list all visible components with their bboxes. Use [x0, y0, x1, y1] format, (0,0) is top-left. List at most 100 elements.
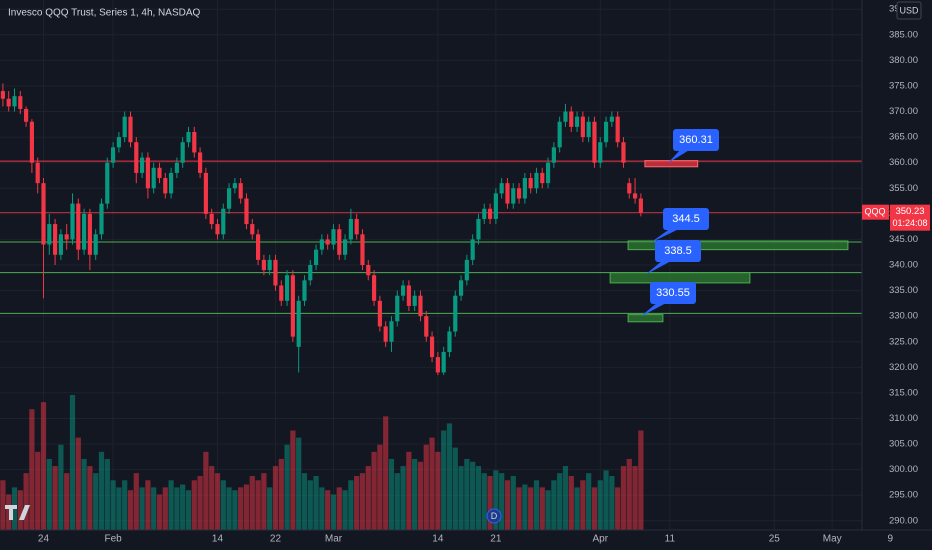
callout-label: 330.55 — [656, 287, 690, 299]
volume-bar — [504, 480, 511, 530]
volume-bar — [400, 466, 406, 530]
candle-body — [511, 188, 516, 204]
x-tick-label: 11 — [665, 534, 676, 545]
volume-bar — [574, 487, 580, 530]
candle-body — [116, 137, 121, 148]
candle-body — [406, 285, 411, 306]
volume-bar — [510, 476, 516, 530]
volume-bar — [278, 458, 284, 530]
x-tick-label: 25 — [769, 534, 781, 545]
candle-body — [505, 183, 510, 204]
candle-body — [64, 234, 69, 240]
candle-body — [557, 121, 562, 148]
volume-bar — [40, 402, 47, 530]
volume-bar — [151, 487, 157, 530]
candle-body — [586, 121, 591, 138]
candle-body — [93, 234, 98, 255]
volume-bar — [493, 470, 499, 530]
candle-body — [192, 131, 197, 153]
volume-bar — [481, 473, 487, 530]
candle-body — [53, 224, 58, 255]
last-price-label: 350.23 — [895, 206, 924, 217]
volume-bar — [452, 447, 458, 530]
volume-bar — [122, 480, 128, 530]
candle-body — [87, 213, 92, 255]
candle-body — [592, 121, 597, 163]
volume-bar — [301, 473, 308, 530]
volume-bar — [533, 480, 540, 530]
candle-body — [464, 259, 469, 281]
candle-body — [47, 224, 52, 245]
currency-box — [896, 1, 922, 20]
y-tick-label: 295.00 — [889, 490, 918, 501]
volume-bar — [75, 437, 81, 530]
volume-bar — [383, 416, 389, 530]
volume-bar — [69, 395, 76, 530]
x-tick-label: 14 — [432, 534, 444, 545]
candle-body — [435, 357, 440, 373]
volume-bar — [81, 458, 87, 530]
volume-bar — [249, 476, 255, 530]
candle-body — [296, 300, 301, 347]
x-tick-label: Apr — [592, 534, 608, 545]
candle-body — [429, 336, 435, 358]
volume-bar — [23, 473, 29, 530]
candle-body — [447, 331, 452, 352]
volume-bar — [267, 487, 273, 530]
zone — [644, 160, 699, 168]
volume-bar — [238, 487, 244, 530]
candle-body — [134, 142, 139, 173]
candle-body — [302, 280, 307, 301]
volume-bar — [516, 487, 522, 530]
y-tick-label: 340.00 — [889, 260, 918, 271]
candle-body — [58, 234, 63, 255]
volume-bar — [145, 480, 151, 530]
volume-bar — [562, 466, 569, 530]
candle-body — [12, 96, 17, 107]
candle-body — [615, 116, 620, 143]
candle-body — [482, 208, 487, 219]
candle-body — [180, 142, 185, 163]
volume-bar — [458, 466, 464, 530]
symbol-label: QQQ — [864, 207, 885, 217]
candle-body — [354, 218, 359, 235]
dividend-marker — [486, 508, 502, 524]
volume-bar — [255, 480, 261, 530]
candle-body — [41, 183, 46, 245]
volume-bar — [261, 473, 267, 530]
volume-bar — [551, 480, 557, 530]
volume-bar — [110, 480, 116, 530]
volume-bar — [423, 444, 429, 530]
x-tick-label: 14 — [212, 534, 224, 545]
callout-label: 360.31 — [679, 134, 713, 146]
x-tick-label: 9 — [887, 534, 893, 545]
volume-bar — [603, 470, 609, 530]
candle-body — [609, 116, 614, 122]
callout-box — [655, 240, 701, 262]
volume-bar — [417, 461, 424, 530]
x-tick-label: Mar — [325, 534, 343, 545]
volume-bar — [545, 490, 551, 530]
candle-body — [458, 280, 464, 296]
candle-body — [308, 265, 313, 281]
candle-body — [395, 295, 400, 322]
candle-body — [522, 178, 527, 199]
volume-bar — [429, 437, 435, 530]
candle-body — [366, 265, 371, 276]
candle-body — [580, 116, 585, 138]
candle-body — [574, 116, 580, 127]
volume-bar — [214, 473, 221, 530]
candle-body — [279, 285, 284, 301]
volume-bar — [336, 487, 342, 530]
candle-body — [273, 259, 278, 286]
candle-body — [342, 239, 348, 255]
volume-bar — [580, 480, 586, 530]
callout-box — [650, 282, 696, 304]
y-tick-label: 315.00 — [889, 387, 918, 398]
y-tick-label: 375.00 — [889, 80, 918, 91]
volume-bar — [325, 490, 331, 530]
candle-body — [551, 147, 556, 163]
volume-bar — [226, 487, 232, 530]
candle-body — [319, 239, 324, 250]
